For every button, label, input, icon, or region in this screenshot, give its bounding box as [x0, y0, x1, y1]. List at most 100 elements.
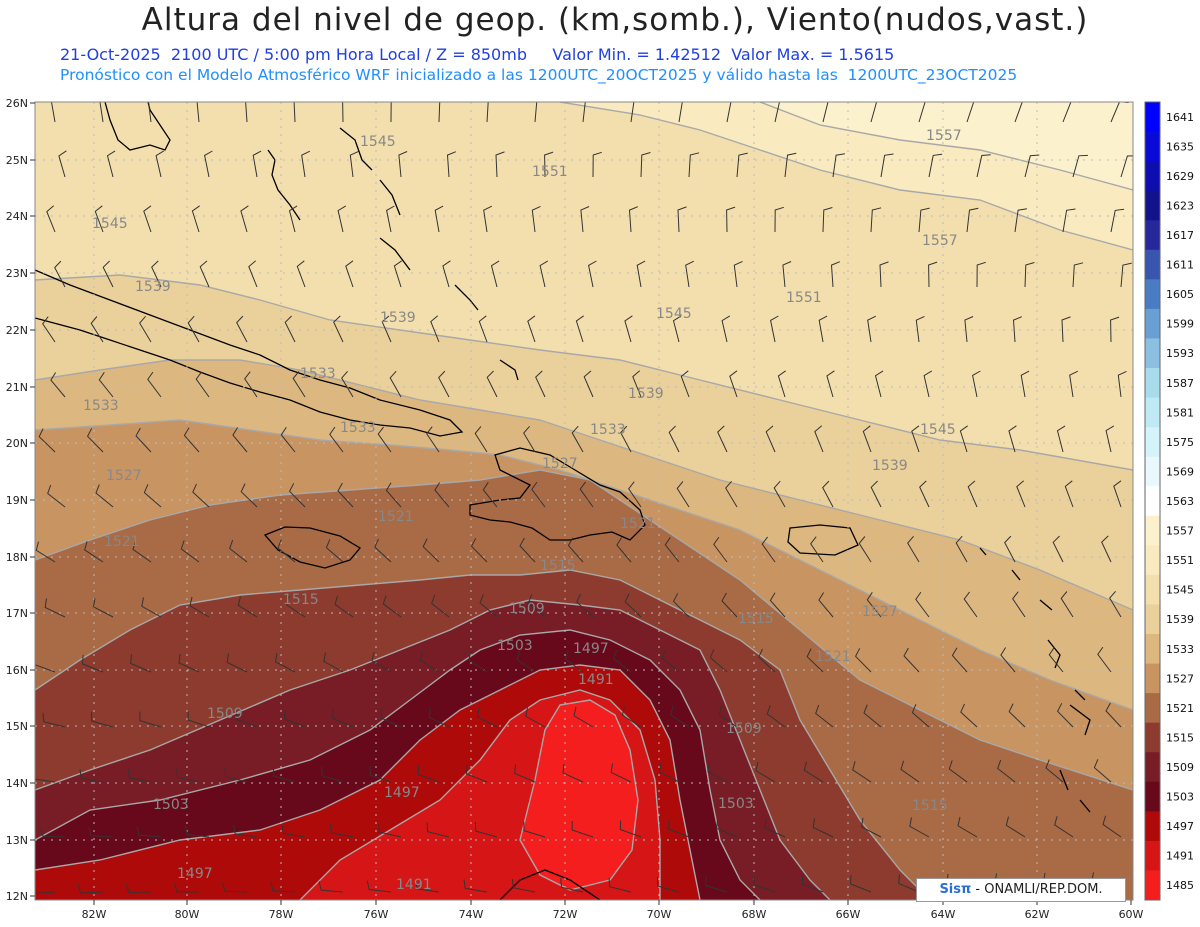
- colorbar-label: 1515: [1166, 731, 1194, 744]
- wind-barb: [155, 150, 165, 178]
- wind-barb: [830, 261, 840, 288]
- wind-barb: [764, 818, 786, 838]
- wind-barb: [527, 315, 536, 343]
- wind-barb: [1101, 535, 1112, 563]
- wind-barb: [923, 370, 933, 398]
- contour-label: 1533: [340, 420, 376, 436]
- wind-barb: [801, 875, 824, 893]
- wind-barb: [863, 704, 882, 728]
- colorbar-swatch: [1145, 722, 1160, 753]
- wind-barb: [866, 592, 882, 618]
- wind-barb: [274, 652, 296, 673]
- colorbar-swatch: [1145, 161, 1160, 192]
- wind-barb: [822, 207, 833, 233]
- wind-barb: [1012, 591, 1026, 618]
- colorbar-swatch: [1145, 131, 1160, 162]
- wind-barb: [948, 760, 968, 783]
- wind-barb: [180, 540, 200, 563]
- wind-barb: [676, 481, 690, 508]
- wind-barb: [539, 260, 549, 288]
- contour-label: 1539: [135, 279, 171, 295]
- wind-barb: [1060, 591, 1074, 618]
- wind-barb: [726, 102, 732, 123]
- wind-barb: [321, 766, 344, 783]
- colorbar-label: 1593: [1166, 347, 1194, 360]
- lat-label: 16N: [6, 664, 28, 677]
- wind-barb: [371, 651, 392, 673]
- wind-barb: [667, 819, 690, 838]
- wind-barb: [766, 705, 786, 728]
- wind-barb: [688, 152, 700, 178]
- wind-barb: [915, 315, 925, 343]
- colorbar-swatch: [1145, 190, 1160, 221]
- wind-barb: [770, 315, 779, 343]
- wind-barb: [774, 102, 780, 123]
- wind-barb: [98, 372, 114, 398]
- wind-barb: [575, 315, 584, 343]
- wind-barb: [245, 102, 248, 123]
- wind-barb: [1120, 155, 1133, 178]
- wind-barb: [235, 710, 258, 728]
- wind-barb: [318, 881, 344, 893]
- wind-barb: [386, 205, 395, 233]
- wind-barbs: [35, 102, 1133, 894]
- wind-barb: [495, 151, 505, 178]
- wind-barb: [562, 763, 584, 783]
- wind-barb: [1000, 647, 1016, 673]
- wind-barb: [380, 708, 402, 728]
- wind-barb: [610, 763, 632, 783]
- sispi-logo-text: Sisπ: [939, 882, 972, 897]
- colorbar: 1641 1635 1629 1623 1617 1611 1605 1599 1593 1587…: [1144, 101, 1194, 901]
- colorbar-swatch: [1145, 634, 1160, 665]
- wind-barb: [1056, 425, 1066, 453]
- colorbar-swatch: [1145, 840, 1160, 871]
- wind-barb: [670, 706, 690, 728]
- wind-barb: [195, 371, 210, 398]
- wind-barb: [288, 205, 298, 233]
- wind-barb: [1045, 759, 1064, 783]
- wind-barb: [782, 261, 792, 288]
- wind-barb: [1014, 208, 1027, 233]
- lat-label: 14N: [6, 777, 28, 790]
- wind-barb: [389, 370, 402, 398]
- lat-label: 15N: [6, 720, 28, 733]
- wind-barb: [588, 260, 597, 288]
- wind-barb: [880, 153, 894, 178]
- lat-label: 25N: [6, 154, 28, 167]
- lon-label: 68W: [742, 908, 767, 921]
- wind-barb: [102, 260, 114, 288]
- wind-barb: [672, 315, 682, 343]
- contour-label: 1527: [542, 456, 578, 472]
- wind-barb: [148, 102, 152, 123]
- wind-barb: [854, 648, 872, 673]
- wind-barb: [178, 653, 200, 673]
- contour-label: 1497: [384, 785, 420, 801]
- colorbar-swatch: [1145, 781, 1160, 812]
- wind-barb: [136, 826, 162, 838]
- lat-label: 17N: [6, 607, 28, 620]
- colorbar-frame: [1144, 101, 1161, 901]
- wind-barb: [658, 762, 680, 783]
- wind-barb: [707, 762, 728, 783]
- valid-time-subtitle: 21-Oct-2025 2100 UTC / 5:00 pm Hora Loca…: [60, 45, 895, 64]
- lon-label: 74W: [459, 908, 484, 921]
- colorbar-label: 1605: [1166, 288, 1194, 301]
- wind-barb: [1004, 535, 1016, 563]
- contour-label: 1539: [628, 386, 664, 402]
- wind-barb: [531, 481, 546, 508]
- wind-barb: [334, 595, 354, 618]
- wind-barb: [755, 761, 776, 783]
- wind-barb: [342, 102, 344, 123]
- wind-barb: [280, 427, 296, 453]
- wind-barb: [1072, 262, 1084, 288]
- wind-barb: [959, 425, 968, 453]
- wind-barb: [898, 874, 920, 893]
- wind-barb: [490, 260, 500, 288]
- wind-barb: [1110, 208, 1125, 233]
- lon-label: 70W: [647, 908, 672, 921]
- wind-barb: [187, 315, 200, 343]
- wind-barb: [151, 260, 162, 288]
- colorbar-label: 1575: [1166, 436, 1194, 449]
- wind-barb: [199, 260, 210, 288]
